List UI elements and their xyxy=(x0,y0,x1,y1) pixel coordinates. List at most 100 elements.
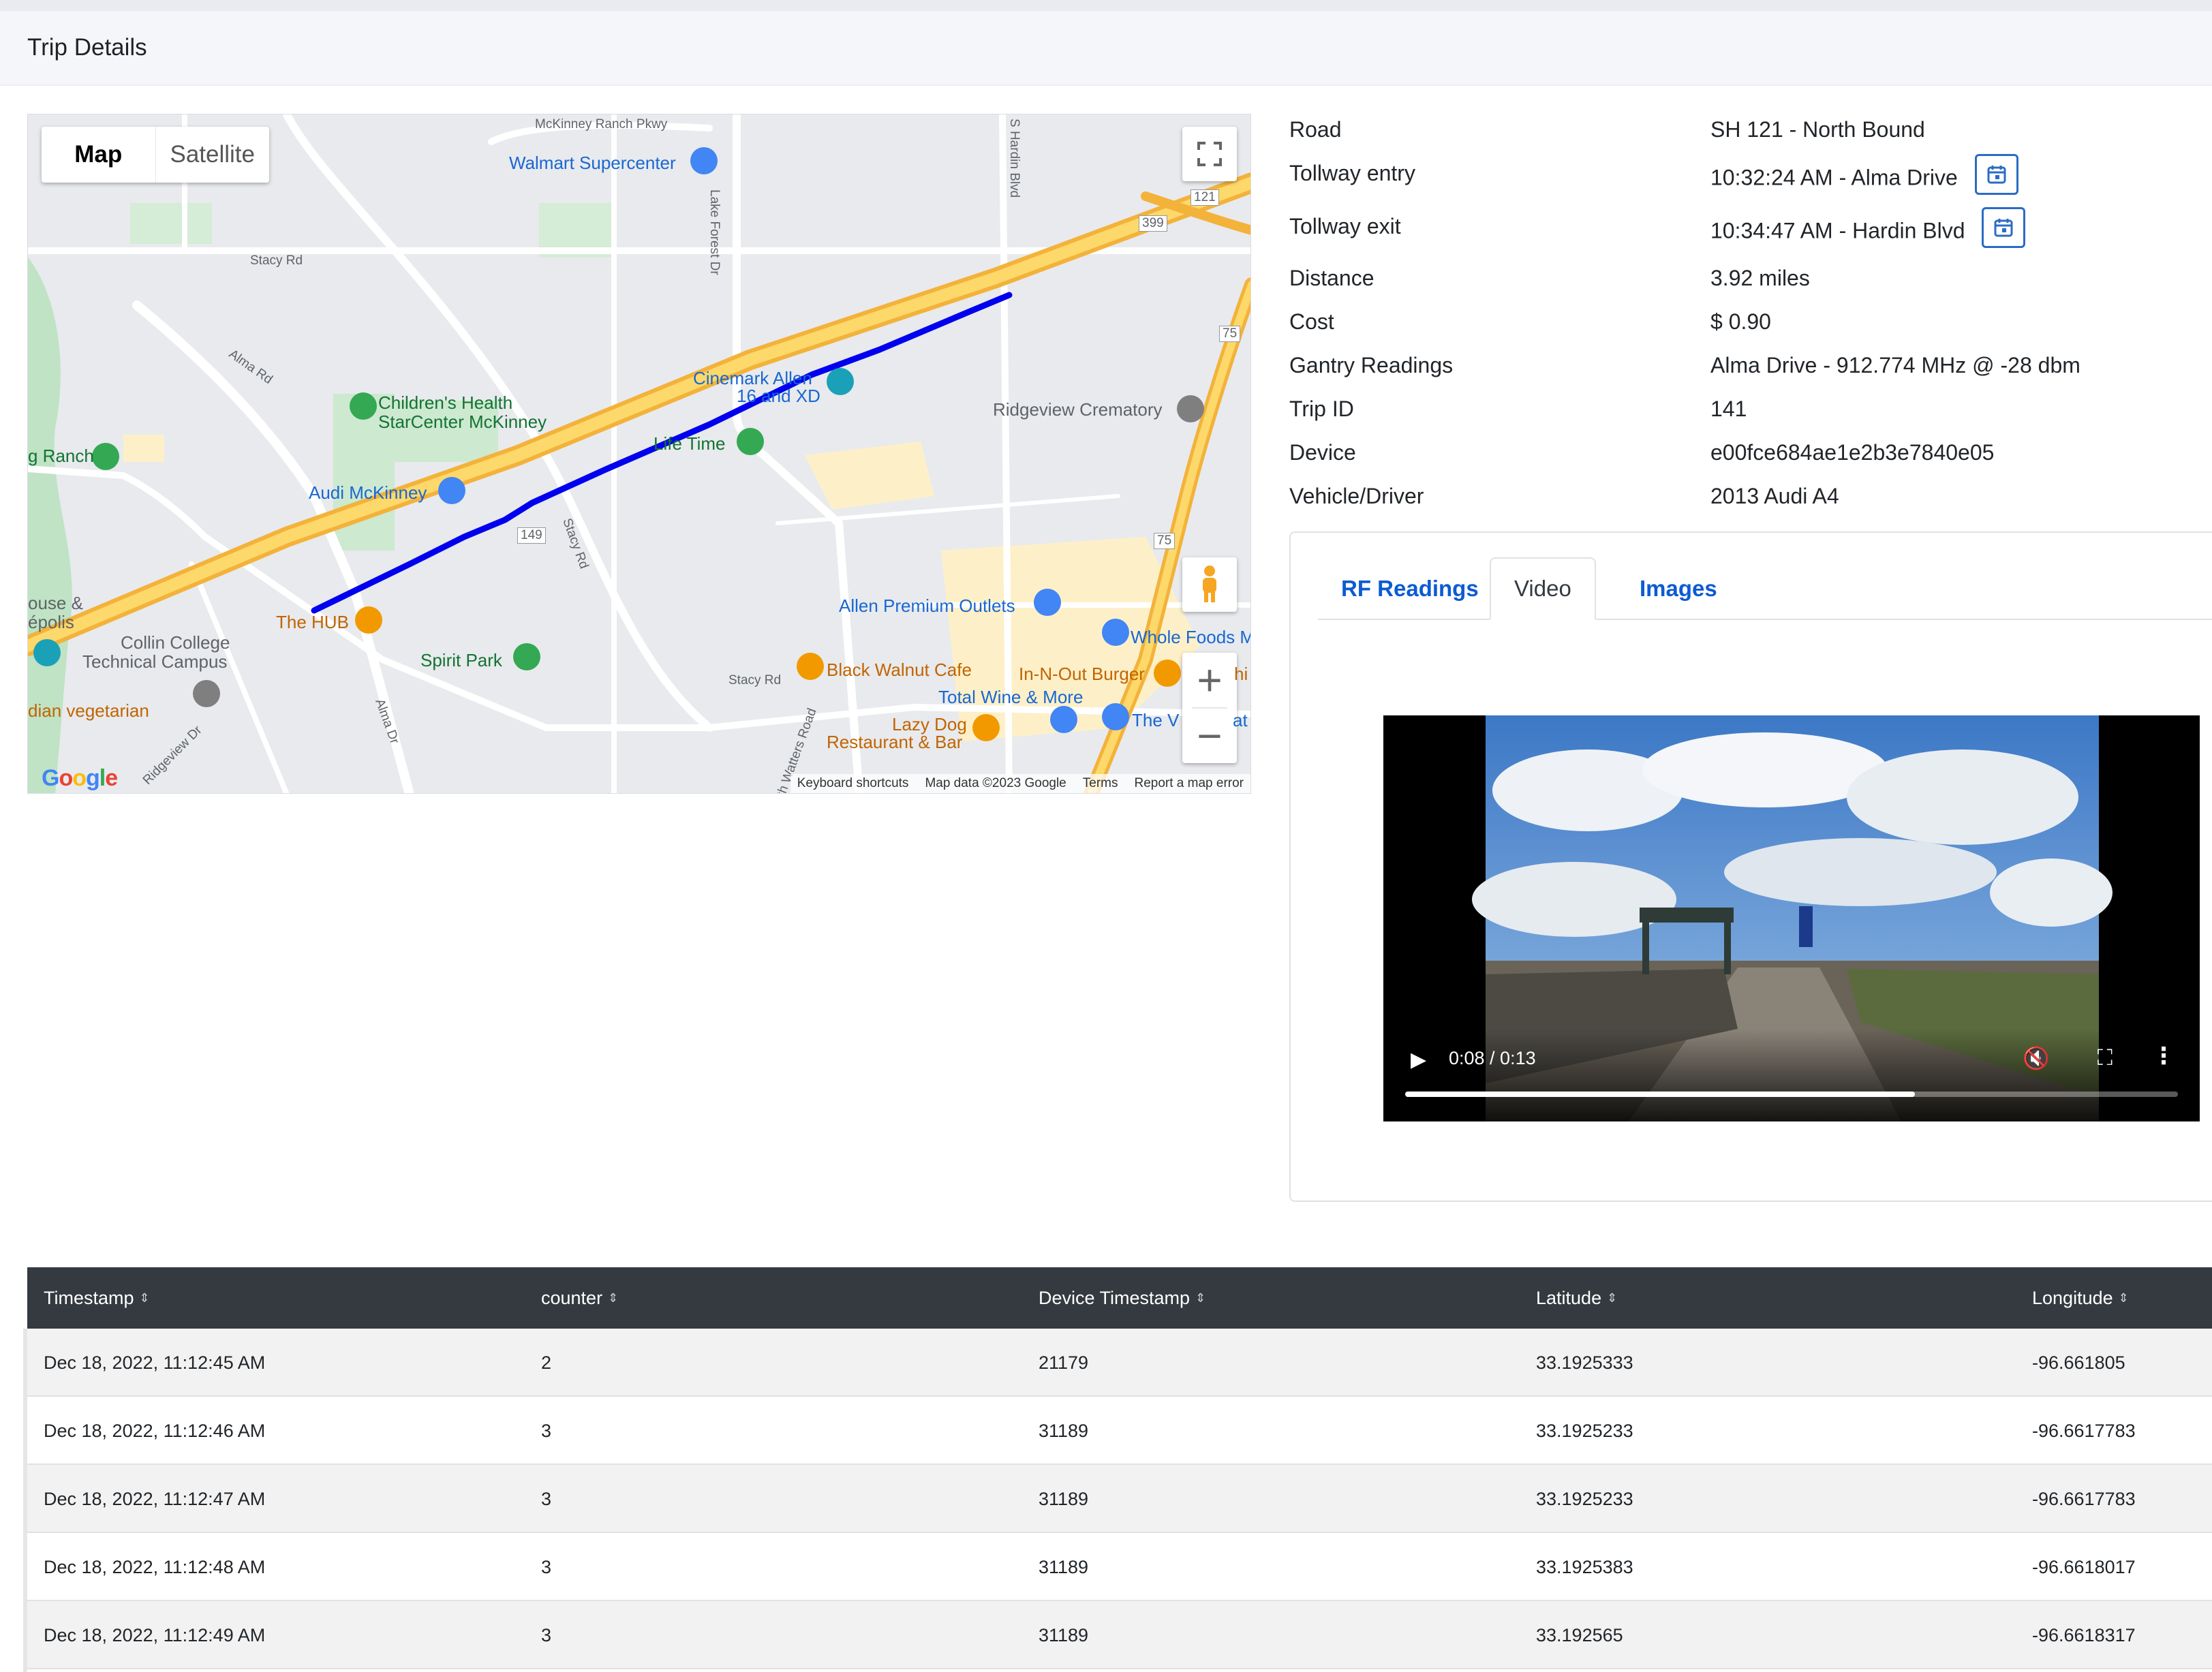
map-label[interactable]: In-N-Out Burger xyxy=(1019,664,1145,684)
sort-icon: ⇕ xyxy=(2118,1290,2129,1305)
map-label[interactable]: Restaurant & Bar xyxy=(827,732,963,752)
column-header-counter[interactable]: counter ⇕ xyxy=(541,1267,618,1329)
map-label[interactable]: dian vegetarian xyxy=(28,700,149,721)
map-attribution: Keyboard shortcuts Map data ©2023 Google… xyxy=(790,774,1250,793)
cell-longitude: -96.6617783 xyxy=(2032,1420,2136,1441)
video-player[interactable]: ▶ 0:08 / 0:13 🔇 ⛶ ⋮ xyxy=(1383,715,2200,1121)
map-label[interactable]: Walmart Supercenter xyxy=(509,153,676,173)
page-header: Trip Details xyxy=(0,11,2212,86)
table-row[interactable]: Dec 18, 2022, 11:12:45 AM 2 21179 33.192… xyxy=(27,1329,2212,1397)
more-options-icon[interactable]: ⋮ xyxy=(2152,1043,2175,1069)
column-header-device-timestamp[interactable]: Device Timestamp ⇕ xyxy=(1039,1267,1205,1329)
calendar-icon xyxy=(1987,166,2006,184)
map-label[interactable]: Lazy Dog xyxy=(892,714,967,734)
report-error-link[interactable]: Report a map error xyxy=(1134,776,1244,790)
cell-counter: 3 xyxy=(541,1556,552,1577)
detail-value: 3.92 miles xyxy=(1710,266,1810,290)
detail-value: 10:34:47 AM - Hardin Blvd xyxy=(1710,218,1965,243)
street-view-pegman[interactable] xyxy=(1182,557,1237,612)
map-type-control[interactable]: Map Satellite xyxy=(42,127,269,183)
detail-row-entry: Tollway entry 10:32:24 AM - Alma Drive xyxy=(1289,154,2212,195)
column-header-latitude[interactable]: Latitude ⇕ xyxy=(1536,1267,1617,1329)
map-type-satellite-button[interactable]: Satellite xyxy=(170,141,256,168)
map-canvas[interactable] xyxy=(28,114,1251,794)
video-fullscreen-icon[interactable]: ⛶ xyxy=(2097,1045,2113,1070)
column-header-longitude[interactable]: Longitude ⇕ xyxy=(2032,1267,2129,1329)
column-header-label: Latitude xyxy=(1536,1287,1602,1308)
map-label[interactable]: Ridgeview Crematory xyxy=(993,399,1163,420)
video-progress-track[interactable] xyxy=(1405,1092,2178,1097)
map-label[interactable]: 16 and XD xyxy=(737,386,820,406)
detail-row-cost: Cost $ 0.90 xyxy=(1289,309,2212,343)
map-label[interactable]: The HUB xyxy=(276,612,349,632)
cell-longitude: -96.6617783 xyxy=(2032,1488,2136,1509)
column-header-label: Timestamp xyxy=(44,1287,134,1308)
detail-row-device: Device e00fce684ae1e2b3e7840e05 xyxy=(1289,440,2212,474)
fullscreen-button[interactable] xyxy=(1182,127,1237,181)
trip-map[interactable]: Map Satellite + − Walmart Supercenter Ch… xyxy=(27,114,1251,794)
table-row[interactable]: Dec 18, 2022, 11:12:49 AM 3 31189 33.192… xyxy=(27,1601,2212,1669)
map-label[interactable]: g Ranch xyxy=(28,446,94,466)
fullscreen-icon xyxy=(1197,142,1222,166)
map-label[interactable]: Audi McKinney xyxy=(309,482,427,503)
map-pins xyxy=(33,147,1204,741)
detail-value: $ 0.90 xyxy=(1710,309,1771,334)
map-label[interactable]: Allen Premium Outlets xyxy=(839,595,1015,616)
detail-key: Tollway entry xyxy=(1289,161,1415,185)
column-header-timestamp[interactable]: Timestamp ⇕ xyxy=(44,1267,150,1329)
table-row[interactable]: Dec 18, 2022, 11:12:47 AM 3 31189 33.192… xyxy=(27,1465,2212,1533)
exit-calendar-button[interactable] xyxy=(1982,207,2026,248)
map-label[interactable]: Total Wine & More xyxy=(938,687,1084,707)
map-label[interactable]: Collin College xyxy=(121,632,230,653)
map-label[interactable]: Spirit Park xyxy=(420,650,502,670)
detail-value: 141 xyxy=(1710,397,1747,421)
map-label[interactable]: at xyxy=(1233,710,1248,730)
map-label[interactable]: Black Walnut Cafe xyxy=(827,660,972,680)
zoom-separator xyxy=(1192,707,1227,709)
tab-video[interactable]: Video xyxy=(1490,557,1596,620)
detail-key: Road xyxy=(1289,117,1342,142)
cell-timestamp: Dec 18, 2022, 11:12:46 AM xyxy=(44,1420,266,1441)
video-controls: ▶ 0:08 / 0:13 🔇 ⛶ ⋮ xyxy=(1383,1033,2200,1121)
highway-shield: 75 xyxy=(1154,533,1176,549)
cell-latitude: 33.1925233 xyxy=(1536,1420,1633,1441)
road-label: Stacy Rd xyxy=(250,253,303,268)
video-progress-fill xyxy=(1405,1092,1916,1097)
map-label[interactable]: Children's Health xyxy=(378,392,513,413)
detail-key: Trip ID xyxy=(1289,397,1354,421)
google-logo: Google xyxy=(42,765,118,791)
zoom-control[interactable]: + − xyxy=(1182,653,1237,763)
cell-device-timestamp: 31189 xyxy=(1039,1624,1089,1645)
map-label[interactable]: ouse & xyxy=(28,593,83,613)
map-label[interactable]: épolis xyxy=(28,612,74,632)
volume-icon[interactable]: 🔇 xyxy=(2023,1046,2050,1070)
map-label[interactable]: Technical Campus xyxy=(82,651,228,672)
map-label[interactable]: Cinemark Allen xyxy=(693,368,812,388)
map-label[interactable]: Whole Foods M xyxy=(1131,627,1251,647)
map-label[interactable]: StarCenter McKinney xyxy=(378,412,547,432)
top-strip xyxy=(0,0,2212,11)
table-header: Timestamp ⇕ counter ⇕ Device Timestamp ⇕ La… xyxy=(27,1267,2212,1329)
cell-timestamp: Dec 18, 2022, 11:12:45 AM xyxy=(44,1352,266,1373)
zoom-out-button[interactable]: − xyxy=(1197,711,1223,760)
tab-rf-readings[interactable]: RF Readings xyxy=(1341,576,1479,601)
detail-row-distance: Distance 3.92 miles xyxy=(1289,266,2212,300)
table-row[interactable]: Dec 18, 2022, 11:12:46 AM 3 31189 33.192… xyxy=(27,1397,2212,1465)
tab-images[interactable]: Images xyxy=(1640,576,1717,601)
road-label: Lake Forest Dr xyxy=(707,189,722,275)
terms-link[interactable]: Terms xyxy=(1082,776,1118,790)
play-icon[interactable]: ▶ xyxy=(1411,1049,1427,1071)
map-type-map-button[interactable]: Map xyxy=(42,127,156,183)
map-label[interactable]: The V xyxy=(1132,710,1180,730)
keyboard-shortcuts-link[interactable]: Keyboard shortcuts xyxy=(797,776,909,790)
cell-timestamp: Dec 18, 2022, 11:12:49 AM xyxy=(44,1624,266,1645)
highway-shield: 149 xyxy=(517,527,546,544)
entry-calendar-button[interactable] xyxy=(1974,154,2018,195)
detail-value: e00fce684ae1e2b3e7840e05 xyxy=(1710,440,1995,465)
zoom-in-button[interactable]: + xyxy=(1197,655,1223,705)
detail-key: Cost xyxy=(1289,309,1334,334)
map-label[interactable]: Life Time xyxy=(654,433,726,454)
cell-longitude: -96.6618017 xyxy=(2032,1556,2136,1577)
map-label[interactable]: hi xyxy=(1234,664,1248,684)
table-row[interactable]: Dec 18, 2022, 11:12:48 AM 3 31189 33.192… xyxy=(27,1533,2212,1601)
